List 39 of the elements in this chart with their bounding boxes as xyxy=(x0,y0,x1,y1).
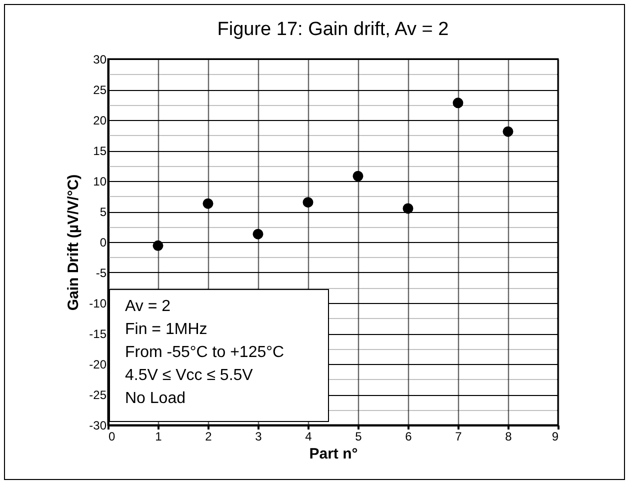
y-tick-label: -25 xyxy=(89,388,107,402)
annotation: From -55°C to +125°C xyxy=(125,343,286,363)
x-tick-label: 3 xyxy=(255,430,262,444)
y-tick-label: 30 xyxy=(93,52,107,66)
y-tick-label: -10 xyxy=(89,296,107,310)
point xyxy=(252,228,264,240)
x-tick-label: 4 xyxy=(305,430,312,444)
annotation: Av = 2 xyxy=(125,297,172,317)
point xyxy=(352,170,364,182)
point xyxy=(402,203,414,214)
y-tick-label: -30 xyxy=(89,418,107,432)
y-tick-label: 20 xyxy=(93,114,107,128)
y-tick-label: 5 xyxy=(100,205,107,219)
annotation: 4.5V ≤ Vcc ≤ 5.5V xyxy=(125,366,254,386)
x-tick-label: 5 xyxy=(355,430,362,444)
x-tick-label: 7 xyxy=(455,430,462,444)
x-tick-label: 1 xyxy=(155,430,162,444)
x-tick-label: 8 xyxy=(505,430,512,444)
x-tick-label: 2 xyxy=(205,430,212,444)
y-tick-label: -5 xyxy=(96,266,107,280)
chart-title: Figure 17: Gain drift, Av = 2 xyxy=(217,19,449,40)
x-tick-label: 6 xyxy=(405,430,412,444)
point xyxy=(452,98,464,108)
y-tick-label: 10 xyxy=(93,174,107,188)
y-axis-title: Gain Drift (µV/V/°C) xyxy=(65,174,82,311)
x-axis-title: Part n° xyxy=(309,446,358,462)
point xyxy=(502,126,514,137)
x-tick-label: 0 xyxy=(108,430,116,444)
point xyxy=(152,240,164,251)
annotation: Fin = 1MHz xyxy=(125,320,208,340)
y-tick-label: 15 xyxy=(93,144,107,158)
y-tick-label: 0 xyxy=(100,236,107,250)
annotation: No Load xyxy=(125,389,186,409)
point xyxy=(302,197,314,208)
y-tick-label: -15 xyxy=(89,327,107,341)
point xyxy=(202,198,214,209)
x-tick-label: 9 xyxy=(552,430,559,444)
y-tick-label: -20 xyxy=(89,358,107,372)
y-tick-label: 25 xyxy=(93,83,107,97)
